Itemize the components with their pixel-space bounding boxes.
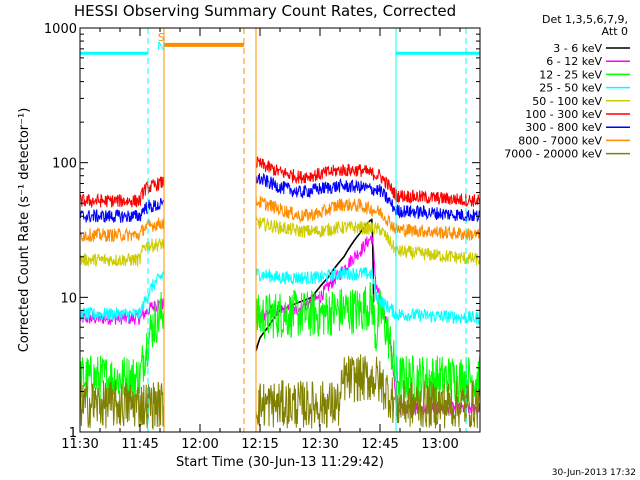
- marker-label: S: [158, 31, 165, 44]
- legend-label: 6 - 12 keV: [546, 55, 602, 68]
- series-line: [79, 194, 481, 243]
- legend-header: Att 0: [602, 25, 628, 38]
- y-tick-label: 100: [52, 157, 77, 172]
- plot-area: [79, 28, 481, 432]
- y-tick-label: 1: [69, 426, 77, 441]
- legend-label: 25 - 50 keV: [539, 82, 602, 95]
- x-axis: 11:30 11:45 12:00 12:15 12:30 12:45 13:00: [61, 28, 481, 452]
- y-tick-label: 10: [60, 291, 77, 306]
- x-tick-label: 11:45: [121, 437, 158, 452]
- x-tick-label: 12:15: [241, 437, 278, 452]
- x-tick-label: 12:00: [181, 437, 218, 452]
- x-tick-label: 13:00: [421, 437, 458, 452]
- y-axis: 1 10 100 1000: [44, 22, 480, 441]
- series-line: [79, 354, 481, 431]
- x-tick-label: 12:45: [361, 437, 398, 452]
- series-line: [79, 172, 481, 223]
- legend-label: 800 - 7000 keV: [518, 134, 602, 147]
- legend-label: 100 - 300 keV: [525, 108, 602, 121]
- series-line: [79, 267, 481, 325]
- chart-title: HESSI Observing Summary Count Rates, Cor…: [74, 2, 456, 20]
- footer-stamp: 30-Jun-2013 17:32: [552, 468, 636, 478]
- legend-label: 50 - 100 keV: [532, 95, 602, 108]
- legend-label: 3 - 6 keV: [553, 42, 602, 55]
- legend-label: 300 - 800 keV: [525, 121, 602, 134]
- x-tick-label: 12:30: [301, 437, 338, 452]
- x-tick-label: 11:30: [61, 437, 98, 452]
- series-line: [79, 281, 481, 404]
- x-axis-label: Start Time (30-Jun-13 11:29:42): [176, 455, 384, 470]
- legend-label: 7000 - 20000 keV: [504, 148, 602, 161]
- legend-header: Det 1,3,5,6,7,9,: [542, 13, 628, 26]
- series-line: [79, 215, 481, 267]
- y-axis-label: Corrected Count Rate (s⁻¹ detector⁻¹): [17, 108, 32, 353]
- series-line: [79, 156, 481, 209]
- marker-labels: SN: [157, 31, 165, 53]
- y-tick-label: 1000: [44, 22, 77, 37]
- legend-label: 12 - 25 keV: [539, 68, 602, 81]
- marker-label: N: [157, 40, 165, 53]
